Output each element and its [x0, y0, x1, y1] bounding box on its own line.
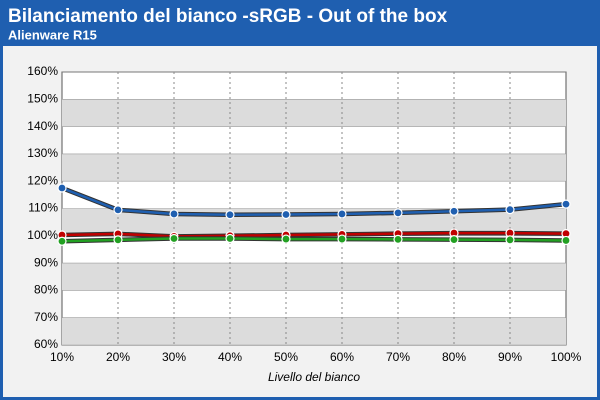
chart-title: Bilanciamento del bianco -sRGB - Out of …	[8, 6, 448, 27]
data-point	[337, 234, 347, 244]
x-tick-label: 10%	[50, 350, 74, 364]
x-tick-label: 70%	[386, 350, 410, 364]
x-tick-label: 100%	[551, 350, 582, 364]
grid-band	[62, 263, 566, 291]
x-tick-label: 30%	[162, 350, 186, 364]
y-tick-label: 80%	[34, 283, 58, 297]
data-point	[113, 205, 123, 215]
data-point	[225, 210, 235, 220]
data-point	[561, 235, 571, 246]
grid-band	[62, 317, 566, 345]
data-point	[113, 235, 123, 245]
y-tick-label: 140%	[27, 119, 58, 133]
data-point	[337, 209, 347, 219]
y-tick-label: 60%	[34, 337, 58, 351]
y-tick-label: 120%	[27, 173, 58, 187]
x-tick-label: 20%	[106, 350, 130, 364]
y-tick-label: 160%	[27, 64, 58, 78]
x-tick-label: 90%	[498, 350, 522, 364]
chart-subtitle: Alienware R15	[8, 27, 97, 42]
x-tick-label: 80%	[442, 350, 466, 364]
series-line	[61, 186, 567, 217]
grid-band	[62, 153, 566, 182]
series-line	[61, 231, 567, 238]
y-tick-label: 100%	[27, 228, 58, 242]
data-point	[393, 234, 403, 244]
data-point	[561, 199, 571, 209]
y-tick-label: 130%	[27, 146, 58, 160]
series-line	[61, 237, 567, 243]
data-point	[281, 209, 291, 220]
y-tick-label: 110%	[28, 201, 58, 215]
data-point	[169, 209, 179, 219]
grid-band	[62, 99, 566, 127]
data-point	[57, 236, 67, 246]
data-point	[169, 233, 179, 244]
y-tick-label: 150%	[27, 91, 58, 105]
x-axis-label: Livello del bianco	[268, 370, 360, 384]
y-tick-label: 70%	[34, 310, 58, 324]
y-tick-label: 90%	[34, 255, 58, 269]
data-point	[281, 234, 291, 244]
data-point	[393, 208, 403, 218]
x-tick-label: 60%	[330, 350, 354, 364]
data-point	[505, 204, 515, 215]
data-point	[505, 235, 515, 245]
data-point	[449, 206, 459, 216]
data-point	[225, 233, 235, 244]
data-point	[57, 183, 67, 193]
x-tick-label: 50%	[274, 350, 298, 364]
x-tick-label: 40%	[218, 350, 242, 364]
data-point	[449, 235, 459, 245]
